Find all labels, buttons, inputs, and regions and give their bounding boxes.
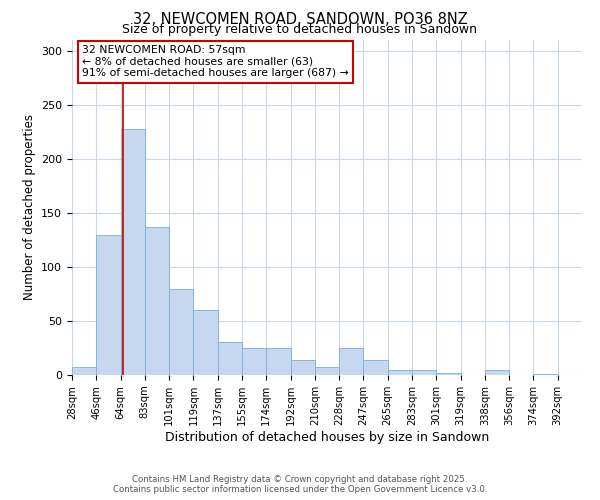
X-axis label: Distribution of detached houses by size in Sandown: Distribution of detached houses by size … bbox=[165, 430, 489, 444]
Bar bbox=[218, 342, 242, 375]
Text: 32, NEWCOMEN ROAD, SANDOWN, PO36 8NZ: 32, NEWCOMEN ROAD, SANDOWN, PO36 8NZ bbox=[133, 12, 467, 28]
Bar bbox=[364, 360, 388, 375]
Y-axis label: Number of detached properties: Number of detached properties bbox=[23, 114, 35, 300]
Bar bbox=[72, 368, 96, 375]
Bar bbox=[145, 227, 169, 375]
Bar bbox=[315, 368, 339, 375]
Bar bbox=[412, 370, 436, 375]
Bar bbox=[388, 370, 412, 375]
Bar bbox=[96, 234, 121, 375]
Text: 32 NEWCOMEN ROAD: 57sqm
← 8% of detached houses are smaller (63)
91% of semi-det: 32 NEWCOMEN ROAD: 57sqm ← 8% of detached… bbox=[82, 45, 349, 78]
Text: Contains HM Land Registry data © Crown copyright and database right 2025.
Contai: Contains HM Land Registry data © Crown c… bbox=[113, 474, 487, 494]
Bar bbox=[339, 348, 364, 375]
Bar bbox=[193, 310, 218, 375]
Bar bbox=[485, 370, 509, 375]
Bar bbox=[533, 374, 558, 375]
Bar bbox=[290, 360, 315, 375]
Bar bbox=[169, 288, 193, 375]
Bar bbox=[242, 348, 266, 375]
Text: Size of property relative to detached houses in Sandown: Size of property relative to detached ho… bbox=[122, 22, 478, 36]
Bar bbox=[436, 373, 461, 375]
Bar bbox=[121, 128, 145, 375]
Bar bbox=[266, 348, 290, 375]
